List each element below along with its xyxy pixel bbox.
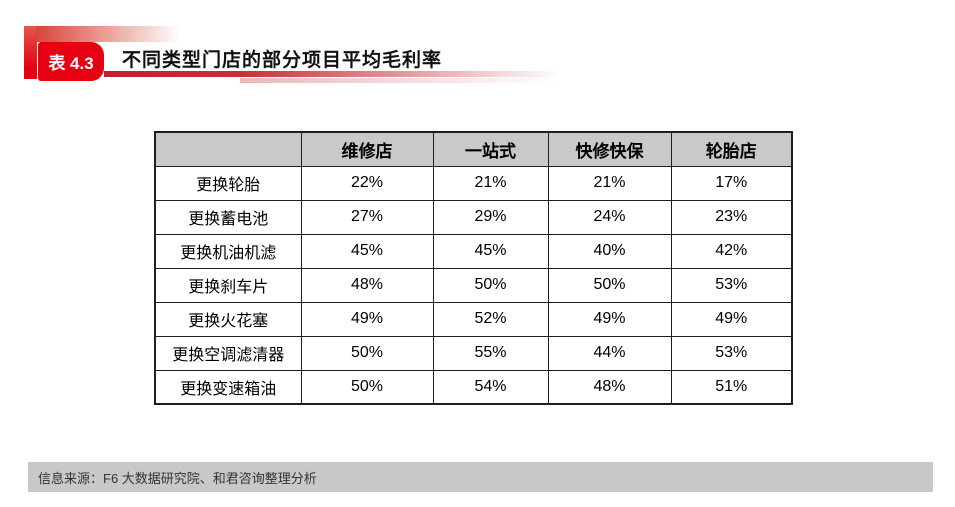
source-bar: 信息来源：F6 大数据研究院、和君咨询整理分析 [28,462,933,492]
value-cell: 54% [432,369,549,405]
margin-table: 维修店 一站式 快修快保 轮胎店 更换轮胎 22% 21% 21% 17% 更换蓄电池 27% 29… [154,131,793,405]
header-row: 维修店 一站式 快修快保 轮胎店 [154,131,793,167]
red-gradient-strip-decoration [36,26,188,42]
column-header-cell: 维修店 [300,131,434,167]
red-corner-bar-decoration [24,26,37,79]
value-cell: 49% [670,301,793,337]
table-header: 维修店 一站式 快修快保 轮胎店 [154,131,793,167]
value-cell: 50% [547,267,672,303]
value-cell: 53% [670,335,793,371]
table-row: 更换刹车片 48% 50% 50% 53% [154,267,793,303]
value-cell: 40% [547,233,672,269]
row-label-cell: 更换火花塞 [154,301,302,337]
value-cell: 50% [300,369,434,405]
row-label-cell: 更换空调滤清器 [154,335,302,371]
value-cell: 21% [432,165,549,201]
value-cell: 22% [300,165,434,201]
table-row: 更换火花塞 49% 52% 49% 49% [154,301,793,337]
table-title: 不同类型门店的部分项目平均毛利率 [122,50,443,71]
value-cell: 17% [670,165,793,201]
value-cell: 49% [547,301,672,337]
column-header-cell: 快修快保 [547,131,672,167]
table-number-badge: 表 4.3 [38,42,104,81]
value-cell: 45% [300,233,434,269]
value-cell: 48% [547,369,672,405]
table-row: 更换变速箱油 50% 54% 48% 51% [154,369,793,405]
table-row: 更换轮胎 22% 21% 21% 17% [154,165,793,201]
value-cell: 53% [670,267,793,303]
value-cell: 48% [300,267,434,303]
column-header-cell: 轮胎店 [670,131,793,167]
value-cell: 50% [300,335,434,371]
title-underline-decoration [104,71,562,77]
row-label-cell: 更换轮胎 [154,165,302,201]
column-header-cell: 一站式 [432,131,549,167]
value-cell: 44% [547,335,672,371]
row-label-cell: 更换机油机滤 [154,233,302,269]
source-text: 信息来源：F6 大数据研究院、和君咨询整理分析 [38,470,317,486]
value-cell: 45% [432,233,549,269]
corner-header-cell [154,131,302,167]
value-cell: 52% [432,301,549,337]
row-label-cell: 更换蓄电池 [154,199,302,235]
table-body: 更换轮胎 22% 21% 21% 17% 更换蓄电池 27% 29% 24% 23% 更换机油机滤 4… [154,165,793,405]
value-cell: 55% [432,335,549,371]
value-cell: 49% [300,301,434,337]
value-cell: 23% [670,199,793,235]
value-cell: 24% [547,199,672,235]
row-label-cell: 更换刹车片 [154,267,302,303]
title-underline-echo-decoration [240,78,562,83]
value-cell: 27% [300,199,434,235]
value-cell: 21% [547,165,672,201]
row-label-cell: 更换变速箱油 [154,369,302,405]
table-row: 更换机油机滤 45% 45% 40% 42% [154,233,793,269]
value-cell: 51% [670,369,793,405]
value-cell: 50% [432,267,549,303]
value-cell: 42% [670,233,793,269]
table-row: 更换空调滤清器 50% 55% 44% 53% [154,335,793,371]
table-row: 更换蓄电池 27% 29% 24% 23% [154,199,793,235]
value-cell: 29% [432,199,549,235]
